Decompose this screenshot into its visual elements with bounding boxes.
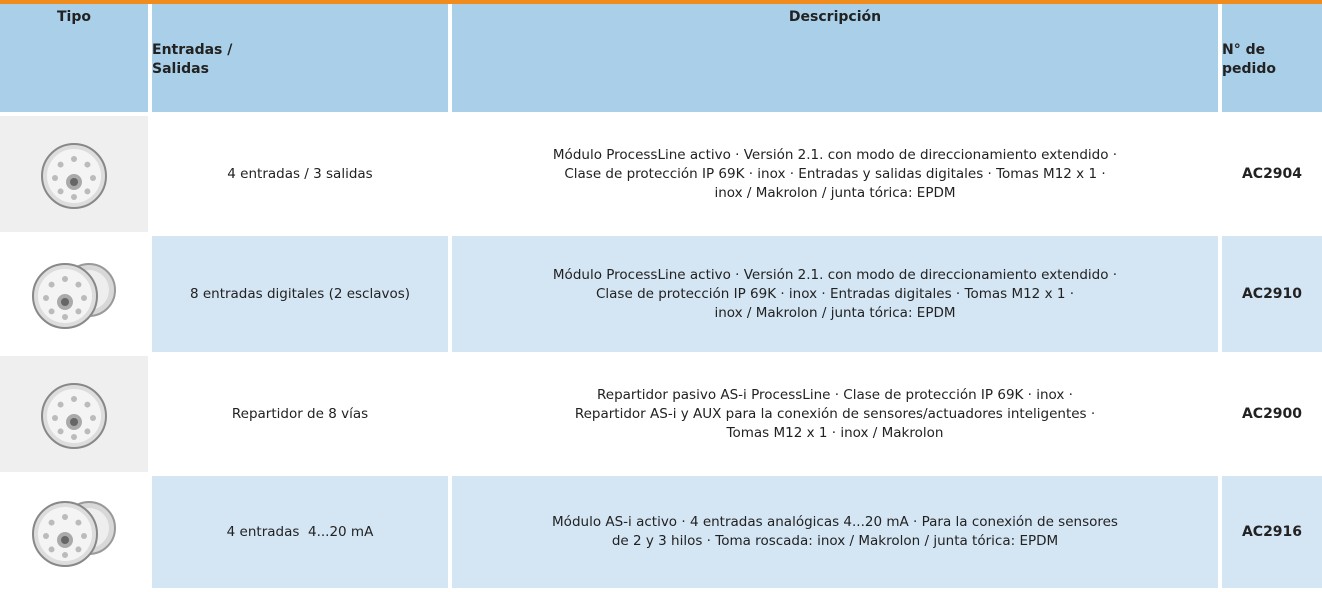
header-cell: Entradas / Salidas [152,4,448,112]
description-line: de 2 y 3 hilos · Toma roscada: inox / Ma… [611,533,1059,549]
description-cell: Módulo ProcessLine activo · Versión 2.1.… [452,236,1218,352]
order-number: AC2916 [1241,523,1303,540]
header-text: Descripción [788,9,882,25]
header-cell: Descripción [452,4,1218,112]
header-text: pedido [1222,61,1276,77]
order-cell: AC2904 [1222,116,1322,232]
io-text: 4 entradas 4...20 mA [226,523,374,540]
io-text: 4 entradas / 3 salidas [227,165,373,182]
io-text: Repartidor de 8 vías [231,405,369,422]
description-cell: Repartidor pasivo AS-i ProcessLine · Cla… [452,356,1218,472]
product-image [32,263,116,329]
order-number: AC2904 [1241,165,1303,182]
description-line: Módulo ProcessLine activo · Versión 2.1.… [552,266,1118,283]
order-number: AC2900 [1241,405,1303,422]
order-cell: AC2900 [1222,356,1322,472]
product-image [41,383,107,449]
image-cell [0,356,148,472]
description-cell: Módulo ProcessLine activo · Versión 2.1.… [452,116,1218,232]
image-cell [0,476,148,588]
io-cell: 8 entradas digitales (2 esclavos) [152,236,448,352]
io-cell: 4 entradas 4...20 mA [152,476,448,588]
image-cell [0,236,148,352]
image-cell [0,116,148,232]
product-image [41,143,107,209]
description-line: Tomas M12 x 1 · inox / Makrolon [726,424,944,441]
header-cell: Tipo [0,4,148,112]
order-number: AC2910 [1241,285,1303,302]
header-text: Tipo [57,9,91,25]
header-text: Salidas [152,61,209,77]
description-cell: Módulo AS-i activo · 4 entradas analógic… [452,476,1218,588]
description-line: Módulo AS-i activo · 4 entradas analógic… [552,514,1118,530]
io-cell: 4 entradas / 3 salidas [152,116,448,232]
io-cell: Repartidor de 8 vías [152,356,448,472]
description-line: inox / Makrolon / junta tórica: EPDM [714,184,956,201]
description-line: Clase de protección IP 69K · inox · Entr… [564,165,1106,182]
product-image [32,501,116,567]
order-cell: AC2916 [1222,476,1322,588]
description-line: Repartidor AS-i y AUX para la conexión d… [574,405,1096,422]
header-text: Entradas / [152,42,233,58]
order-cell: AC2910 [1222,236,1322,352]
io-text: 8 entradas digitales (2 esclavos) [189,285,411,302]
description-line: inox / Makrolon / junta tórica: EPDM [714,304,956,321]
description-line: Módulo ProcessLine activo · Versión 2.1.… [552,146,1118,163]
header-cell: N° de pedido [1222,4,1322,112]
header-text: N° de [1222,42,1266,58]
description-line: Repartidor pasivo AS-i ProcessLine · Cla… [597,386,1073,403]
description-line: Clase de protección IP 69K · inox · Entr… [595,285,1075,302]
